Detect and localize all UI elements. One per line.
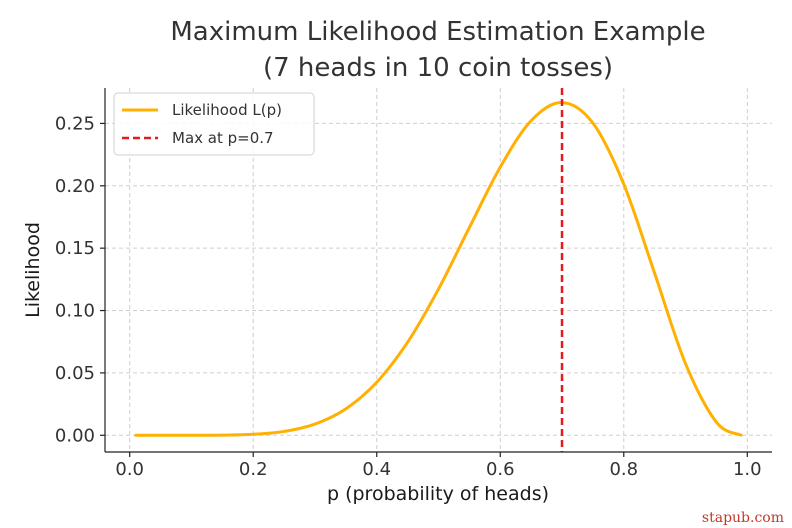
- x-axis-label: p (probability of heads): [327, 483, 549, 505]
- x-ticks: 0.0 0.2 0.4 0.6 0.8 1.0: [115, 452, 762, 480]
- y-axis-label: Likelihood: [22, 222, 44, 318]
- x-tick-label-3: 0.6: [486, 459, 515, 480]
- y-tick-label-4: 0.20: [55, 176, 95, 197]
- y-tick-label-0: 0.00: [55, 425, 95, 446]
- x-tick-label-0: 0.0: [115, 459, 144, 480]
- y-ticks: 0.00 0.05 0.10 0.15 0.20 0.25: [55, 113, 105, 446]
- grid: [105, 88, 772, 452]
- chart-title: Maximum Likelihood Estimation Example: [170, 17, 705, 47]
- watermark: stapub.com: [702, 510, 784, 526]
- x-tick-label-5: 1.0: [733, 459, 762, 480]
- y-tick-label-3: 0.15: [55, 238, 95, 259]
- series-layer: [134, 88, 743, 452]
- x-tick-label-4: 0.8: [609, 459, 638, 480]
- legend-label-likelihood: Likelihood L(p): [172, 101, 282, 119]
- y-tick-label-2: 0.10: [55, 301, 95, 322]
- legend-box: [113, 92, 315, 156]
- x-tick-label-1: 0.2: [239, 459, 268, 480]
- chart-subtitle: (7 heads in 10 coin tosses): [263, 53, 613, 83]
- y-tick-label-5: 0.25: [55, 113, 95, 134]
- axes: [104, 88, 772, 453]
- x-tick-label-2: 0.4: [362, 459, 391, 480]
- y-tick-label-1: 0.05: [55, 363, 95, 384]
- legend: Likelihood L(p) Max at p=0.7: [113, 92, 315, 156]
- legend-label-max: Max at p=0.7: [172, 129, 274, 147]
- likelihood-curve: [134, 100, 743, 437]
